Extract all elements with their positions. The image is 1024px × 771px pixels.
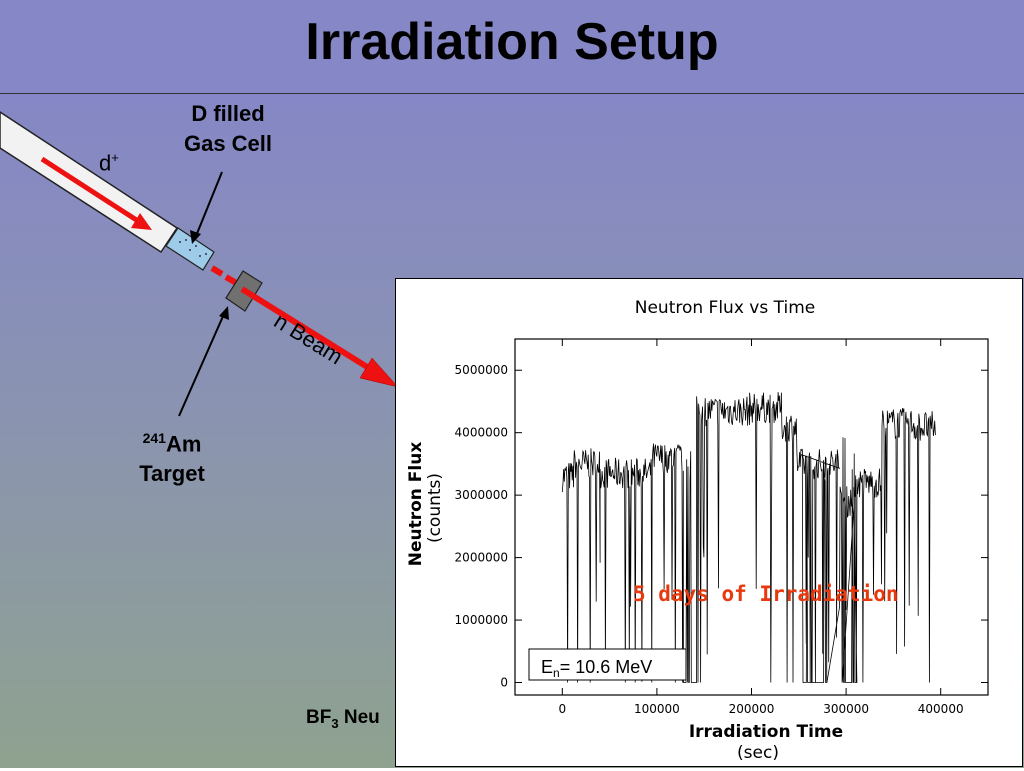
x-tick-label: 200000	[729, 702, 775, 716]
energy-label-box: En= 10.6 MeV	[528, 648, 687, 681]
y-tick-label: 1000000	[455, 613, 508, 627]
target-label: 241Am Target	[139, 430, 205, 487]
energy-subscript: n	[553, 666, 560, 680]
detector-label: BF3 Neu	[306, 707, 380, 731]
flux-series	[561, 392, 936, 683]
slide-header	[0, 0, 1024, 94]
irradiation-annotation: 5 days of Irradiation	[633, 582, 899, 606]
plot-frame	[514, 338, 989, 696]
x-tick-label: 400000	[918, 702, 964, 716]
x-axis-unit: (sec)	[737, 743, 779, 763]
y-tick-label: 2000000	[455, 551, 508, 565]
gas-cell	[165, 227, 215, 271]
energy-value: = 10.6 MeV	[560, 657, 653, 677]
neutron-flux-chart: Neutron Flux vs Time 0100000020000003000…	[406, 298, 989, 763]
x-axis-ticks: 0 100000 200000 300000 400000	[558, 339, 964, 716]
chart-panel: Neutron Flux vs Time 0 1000000 2000000 3000…	[395, 278, 1023, 767]
svg-text:En= 10.6 MeV: En= 10.6 MeV	[541, 657, 652, 680]
chart-title: Neutron Flux vs Time	[635, 298, 815, 318]
gas-cell-pointer	[190, 171, 223, 244]
flux-line	[561, 392, 936, 683]
deuteron-beam-gap	[210, 265, 240, 287]
x-tick-label: 0	[558, 702, 566, 716]
deuteron-label: d+	[99, 150, 119, 176]
x-tick-label: 100000	[634, 702, 680, 716]
energy-symbol: E	[541, 657, 553, 677]
x-tick-label: 300000	[823, 702, 869, 716]
target-pointer	[178, 306, 229, 417]
y-tick-label: 4000000	[455, 426, 508, 440]
y-axis-label: Neutron Flux	[406, 442, 426, 567]
y-axis-unit: (counts)	[425, 473, 445, 543]
y-tick-label: 3000000	[455, 488, 508, 502]
deuteron-beam-arrow	[40, 156, 152, 230]
y-axis-ticks: 0 1000000 2000000 3000000 4000000 5000000	[455, 363, 988, 690]
slide-title: Irradiation Setup	[305, 13, 719, 71]
accelerator-tube	[0, 111, 179, 254]
gas-cell-label: D filled Gas Cell	[183, 101, 273, 156]
y-tick-label: 0	[500, 676, 508, 690]
x-axis-label: Irradiation Time	[689, 722, 843, 742]
y-tick-label: 5000000	[455, 363, 508, 377]
neutron-beam-arrow	[240, 286, 399, 388]
